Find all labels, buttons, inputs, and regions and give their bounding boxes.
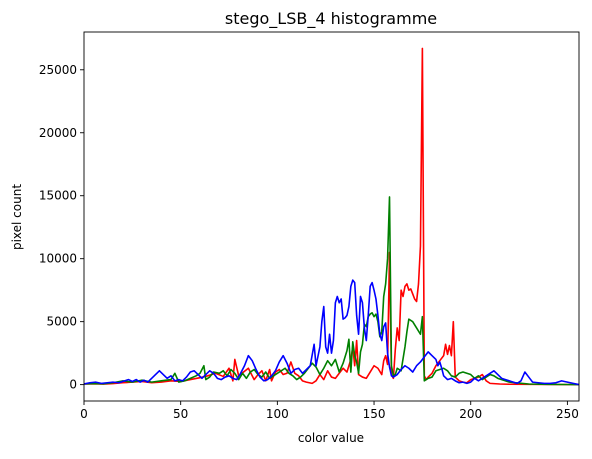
red-series-line	[84, 47, 579, 386]
x-tick-label: 0	[80, 407, 88, 421]
plot-area: 0 50 100 150 200 250 0 5000 10000 15000 20000 25000	[39, 31, 580, 421]
green-series-line	[84, 196, 579, 386]
y-tick-label: 10000	[39, 252, 77, 266]
chart-title: stego_LSB_4 histogramme	[225, 9, 437, 29]
x-tick-label: 150	[363, 407, 386, 421]
x-tick-label: 250	[556, 407, 579, 421]
y-axis-label: pixel count	[10, 184, 24, 250]
x-tick-label: 200	[459, 407, 482, 421]
y-tick-label: 0	[69, 378, 77, 392]
blue-series-line	[84, 279, 579, 386]
plot-frame	[83, 31, 580, 402]
y-tick-label: 25000	[39, 63, 77, 77]
y-tick-label: 20000	[39, 126, 77, 140]
y-tick-label: 5000	[46, 315, 77, 329]
x-tick-label: 50	[173, 407, 188, 421]
y-tick-label: 15000	[39, 189, 77, 203]
x-axis-label: color value	[298, 431, 364, 445]
x-tick-label: 100	[266, 407, 289, 421]
